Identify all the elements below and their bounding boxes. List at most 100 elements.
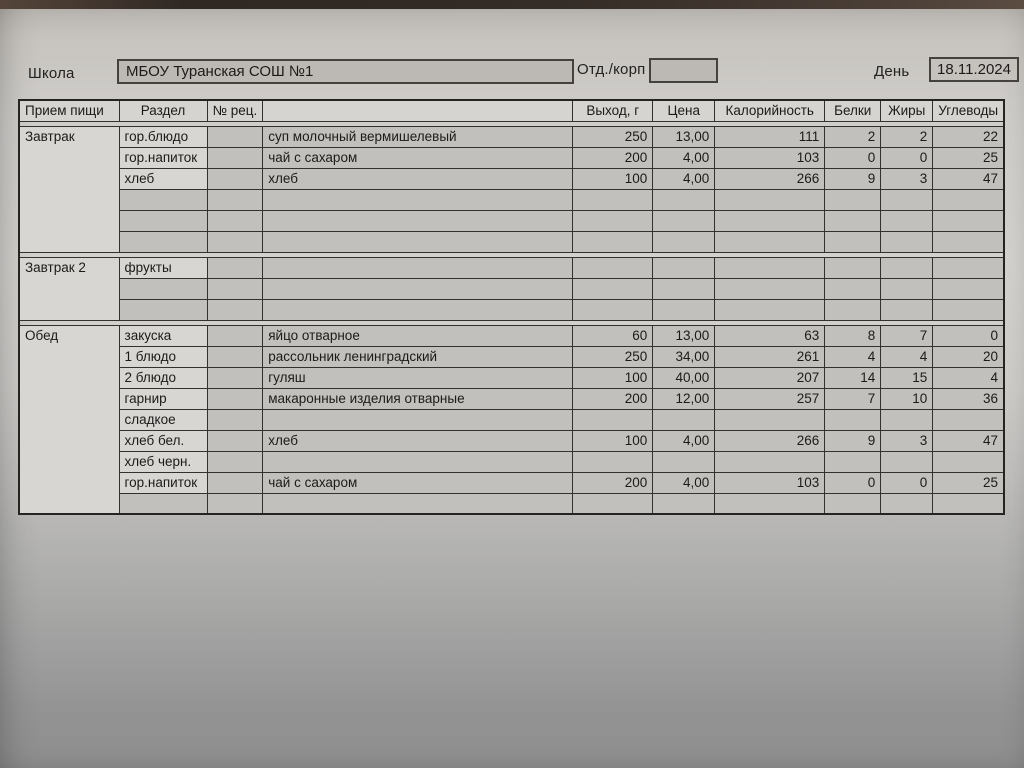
cell-razdel [118, 492, 208, 515]
cell-fat: 7 [880, 324, 934, 347]
cell-calories: 266 [714, 167, 826, 190]
cell-fat [880, 408, 934, 431]
col-header-3 [262, 99, 574, 122]
cell-calories: 266 [714, 429, 826, 452]
cell-price [652, 230, 716, 253]
cell-dish: суп молочный вермишелевый [262, 125, 574, 148]
menu-table: Прием пищи Раздел № рец. Выход, г Цена Калори… [18, 99, 1006, 515]
cell-dish [262, 277, 574, 300]
cell-price: 34,00 [652, 345, 716, 368]
cell-price: 13,00 [652, 125, 716, 148]
cell-protein: 0 [824, 471, 882, 494]
col-header-7: Белки [824, 99, 882, 122]
cell-razdel: закуска [118, 324, 208, 347]
cell-out [572, 408, 654, 431]
cell-fat [880, 450, 934, 473]
cell-fat: 0 [880, 146, 934, 169]
cell-fat [880, 230, 934, 253]
table-row: сладкое [19, 408, 1005, 431]
table-row [19, 230, 1005, 253]
cell-carbs [932, 230, 1005, 253]
cell-price [652, 188, 716, 211]
table-row [19, 209, 1005, 232]
cell-price: 40,00 [652, 366, 716, 389]
cell-recipe [206, 125, 264, 148]
cell-recipe [206, 366, 264, 389]
cell-out [572, 492, 654, 515]
cell-recipe [206, 408, 264, 431]
cell-recipe [206, 429, 264, 452]
cell-protein [824, 450, 882, 473]
cell-razdel: хлеб бел. [118, 429, 208, 452]
cell-out [572, 209, 654, 232]
table-row: гор.напиток чай с сахаром 200 4,00 103 0 0 25 [19, 471, 1005, 494]
table-row [19, 277, 1005, 300]
col-header-0: Прием пищи [18, 99, 120, 122]
cell-razdel: гор.напиток [118, 471, 208, 494]
cell-protein [824, 188, 882, 211]
cell-razdel: фрукты [118, 256, 208, 279]
day-value-box: 18.11.2024 [929, 57, 1019, 82]
cell-protein: 7 [824, 387, 882, 410]
cell-razdel [118, 209, 208, 232]
cell-carbs [932, 188, 1005, 211]
col-header-9: Углеводы [932, 99, 1005, 122]
cell-protein: 9 [824, 167, 882, 190]
col-header-5: Цена [652, 99, 716, 122]
cell-calories [714, 450, 826, 473]
cell-razdel: сладкое [118, 408, 208, 431]
cell-carbs [932, 408, 1005, 431]
cell-carbs: 4 [932, 366, 1005, 389]
cell-razdel [118, 188, 208, 211]
table-row: гор.напиток чай с сахаром 200 4,00 103 0 0 25 [19, 146, 1005, 169]
cell-fat [880, 277, 934, 300]
cell-price [652, 298, 716, 321]
cell-protein [824, 209, 882, 232]
cell-recipe [206, 471, 264, 494]
cell-carbs: 47 [932, 167, 1005, 190]
col-header-8: Жиры [880, 99, 934, 122]
cell-fat: 2 [880, 125, 934, 148]
cell-dish: чай с сахаром [262, 471, 574, 494]
cell-calories: 103 [714, 146, 826, 169]
cell-recipe [206, 450, 264, 473]
cell-protein: 0 [824, 146, 882, 169]
cell-calories [714, 277, 826, 300]
cell-out: 60 [572, 324, 654, 347]
cell-out: 200 [572, 387, 654, 410]
table-row: хлеб черн. [19, 450, 1005, 473]
cell-dish: рассольник ленинградский [262, 345, 574, 368]
cell-razdel: гарнир [118, 387, 208, 410]
cell-out: 200 [572, 146, 654, 169]
cell-razdel [118, 277, 208, 300]
cell-razdel: гор.блюдо [118, 125, 208, 148]
cell-dish: яйцо отварное [262, 324, 574, 347]
meal-cell: Завтрак 2 [18, 256, 120, 321]
table-row [19, 298, 1005, 321]
cell-fat: 3 [880, 429, 934, 452]
cell-calories [714, 209, 826, 232]
cell-protein [824, 230, 882, 253]
cell-calories [714, 298, 826, 321]
meal-cell: Завтрак [18, 125, 120, 253]
cell-out: 250 [572, 125, 654, 148]
cell-protein [824, 298, 882, 321]
cell-razdel: гор.напиток [118, 146, 208, 169]
cell-recipe [206, 230, 264, 253]
cell-price: 4,00 [652, 146, 716, 169]
cell-dish [262, 188, 574, 211]
col-header-4: Выход, г [572, 99, 654, 122]
cell-calories [714, 492, 826, 515]
cell-recipe [206, 277, 264, 300]
cell-out: 200 [572, 471, 654, 494]
cell-calories [714, 408, 826, 431]
dept-value-box [649, 58, 718, 83]
table-row: 2 блюдо гуляш 100 40,00 207 14 15 4 [19, 366, 1005, 389]
school-label: Школа [28, 65, 75, 82]
cell-out [572, 256, 654, 279]
cell-protein [824, 492, 882, 515]
table-row: хлеб бел. хлеб 100 4,00 266 9 3 47 [19, 429, 1005, 452]
cell-dish: макаронные изделия отварные [262, 387, 574, 410]
cell-price: 13,00 [652, 324, 716, 347]
cell-fat: 15 [880, 366, 934, 389]
